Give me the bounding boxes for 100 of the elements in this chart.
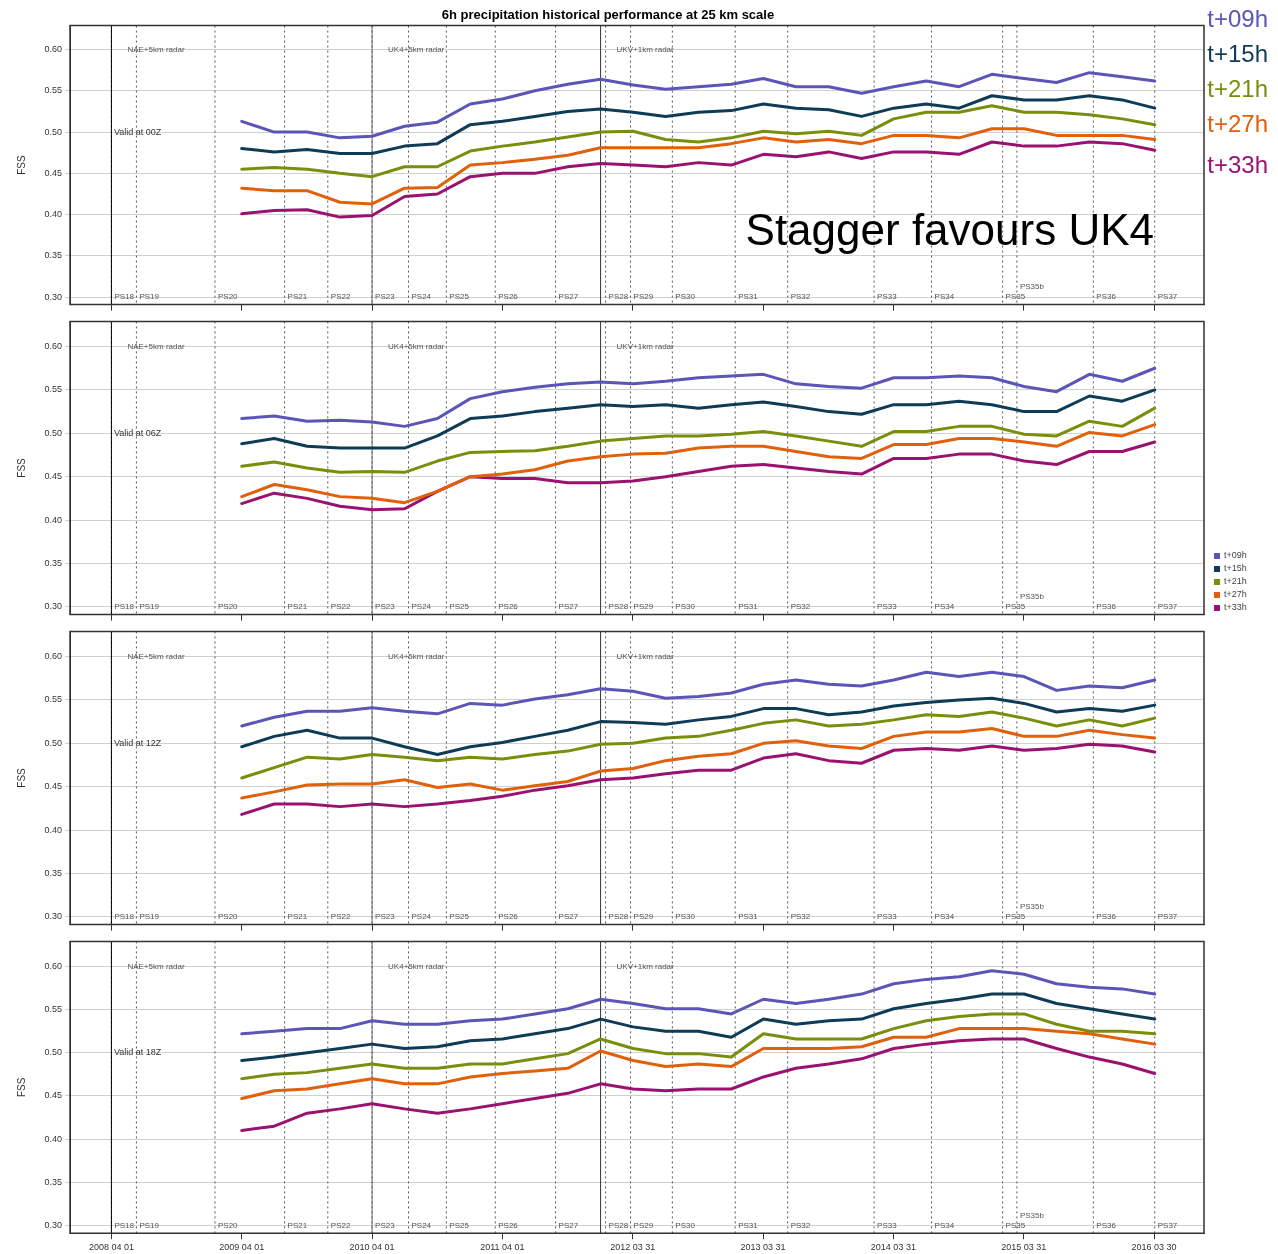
ref-line-label: PS29	[633, 602, 654, 611]
x-tick-label: 2008 04 01	[88, 1242, 134, 1253]
ref-line-label: UKV+1km radar	[616, 44, 675, 54]
ref-line-label: PS24	[411, 1220, 432, 1230]
ref-line-label: PS35b	[1019, 1210, 1045, 1220]
ref-line-label: PS26	[498, 602, 519, 611]
ref-line-label: UK4+5km radar	[388, 651, 445, 661]
ref-line-label: PS23	[375, 292, 396, 302]
ref-line-label: PS22	[330, 292, 351, 302]
y-tick-label: 0.30	[44, 911, 62, 922]
ref-line-label: PS36	[1096, 602, 1117, 611]
y-tick-label: 0.30	[44, 291, 62, 302]
x-tick-label: 2014 03 31	[870, 1242, 916, 1253]
y-tick-label: 0.40	[44, 824, 62, 835]
y-tick-label: 0.35	[44, 1176, 62, 1187]
y-tick-label: 0.50	[44, 1047, 62, 1058]
y-tick-label: 0.50	[44, 427, 62, 438]
y-tick-label: 0.45	[44, 167, 62, 178]
ref-line-label: PS20	[217, 1220, 239, 1230]
y-tick-label: 0.60	[44, 960, 62, 971]
y-tick-label: 0.55	[44, 85, 62, 96]
ref-line-label: PS30	[675, 602, 696, 611]
ref-line-label: UK4+5km radar	[388, 341, 445, 351]
ref-line-label: PS26	[498, 1220, 519, 1230]
text: t+15h	[1207, 39, 1268, 67]
y-tick-label: 0.30	[44, 601, 62, 612]
annotation: Valid at 06Z	[113, 427, 162, 438]
x-tick-label: 2012 03 31	[610, 1242, 656, 1253]
ref-line-label: UK4+5km radar	[388, 961, 445, 971]
ref-line-label: PS32	[790, 912, 811, 921]
ref-line-label: PS35	[1005, 602, 1026, 611]
ref-line-label: PS31	[738, 1220, 759, 1230]
x-tick-label: 2011 04 01	[480, 1242, 525, 1253]
ref-line-label: PS18	[114, 1220, 135, 1230]
ref-line-label: UK4+5km radar	[388, 44, 445, 54]
ref-line-label: PS24	[411, 292, 432, 302]
ref-line-label: PS19	[139, 1220, 160, 1230]
chart-title: 6h precipitation historical performance at 25 km scale	[441, 7, 775, 23]
ref-line-label: UKV+1km radar	[616, 961, 675, 971]
y-tick-label: 0.35	[44, 867, 62, 878]
ref-line-label: PS30	[675, 1220, 696, 1230]
ref-line-label: PS18	[114, 292, 135, 302]
ref-line-label: PS37	[1157, 912, 1178, 921]
ref-line-label: PS34	[934, 602, 955, 611]
annotation: Stagger favours UK4	[745, 204, 1154, 254]
ref-line-label: PS33	[877, 1220, 898, 1230]
ref-line-label: PS19	[139, 602, 160, 611]
ref-line-label: PS25	[449, 292, 470, 302]
y-tick-label: 0.60	[44, 44, 62, 55]
y-tick-label: 0.60	[44, 651, 62, 662]
y-tick-label: 0.30	[44, 1219, 62, 1230]
text: t+09h	[1207, 4, 1268, 32]
ref-line-label: PS21	[287, 1220, 308, 1230]
legend-label: t+09h	[1224, 550, 1247, 561]
ref-line-label: NAE+5km radar	[127, 651, 185, 661]
ref-line-label: PS35	[1005, 912, 1026, 921]
ref-line-label: PS22	[330, 912, 351, 921]
y-tick-label: 0.55	[44, 694, 62, 705]
ref-line-label: PS36	[1096, 912, 1117, 921]
ref-line-label: UKV+1km radar	[616, 341, 675, 351]
ref-line-label: PS29	[633, 912, 654, 921]
ref-line-label: PS36	[1096, 292, 1117, 302]
ref-line-label: PS23	[375, 602, 396, 611]
annotation: Valid at 00Z	[113, 126, 162, 137]
legend-label: t+21h	[1224, 576, 1247, 587]
ref-line-label: PS37	[1157, 602, 1178, 611]
ref-line-label: PS34	[934, 292, 955, 302]
ref-line-label: PS29	[633, 292, 654, 302]
ref-line-label: PS18	[114, 602, 135, 611]
x-tick-label: 2013 03 31	[740, 1242, 786, 1253]
ref-line-label: PS35	[1005, 1220, 1026, 1230]
y-axis-title: FSS	[15, 767, 27, 788]
ref-line-label: NAE+5km radar	[127, 961, 185, 971]
ref-line-label: PS27	[558, 602, 579, 611]
y-tick-label: 0.45	[44, 471, 62, 482]
ref-line-label: PS22	[330, 1220, 351, 1230]
ref-line-label: PS31	[738, 292, 759, 302]
ref-line-label: PS21	[287, 292, 308, 302]
ref-line-label: PS29	[633, 1220, 654, 1230]
ref-line-label: PS27	[558, 292, 579, 302]
ref-line-label: PS30	[675, 292, 696, 302]
y-tick-label: 0.40	[44, 209, 62, 220]
y-tick-label: 0.40	[44, 514, 62, 525]
annotation: Valid at 12Z	[113, 737, 162, 748]
ref-line-label: PS32	[790, 1220, 811, 1230]
ref-line-label: NAE+5km radar	[127, 341, 185, 351]
ref-line-label: PS18	[114, 912, 135, 921]
y-tick-label: 0.45	[44, 1090, 62, 1101]
ref-line-label: PS30	[675, 912, 696, 921]
ref-line-label: PS23	[375, 1220, 396, 1230]
annotation: Valid at 18Z	[113, 1047, 162, 1058]
legend-label: t+27h	[1224, 589, 1247, 600]
y-tick-label: 0.45	[44, 781, 62, 792]
x-tick-label: 2010 04 01	[349, 1242, 395, 1253]
ref-line-label: PS28	[608, 602, 629, 611]
ref-line-label: PS37	[1157, 1220, 1178, 1230]
y-tick-label: 0.50	[44, 126, 62, 137]
y-axis-title: FSS	[15, 457, 27, 478]
ref-line-label: PS23	[375, 912, 396, 921]
ref-line-label: NAE+5km radar	[127, 44, 185, 54]
